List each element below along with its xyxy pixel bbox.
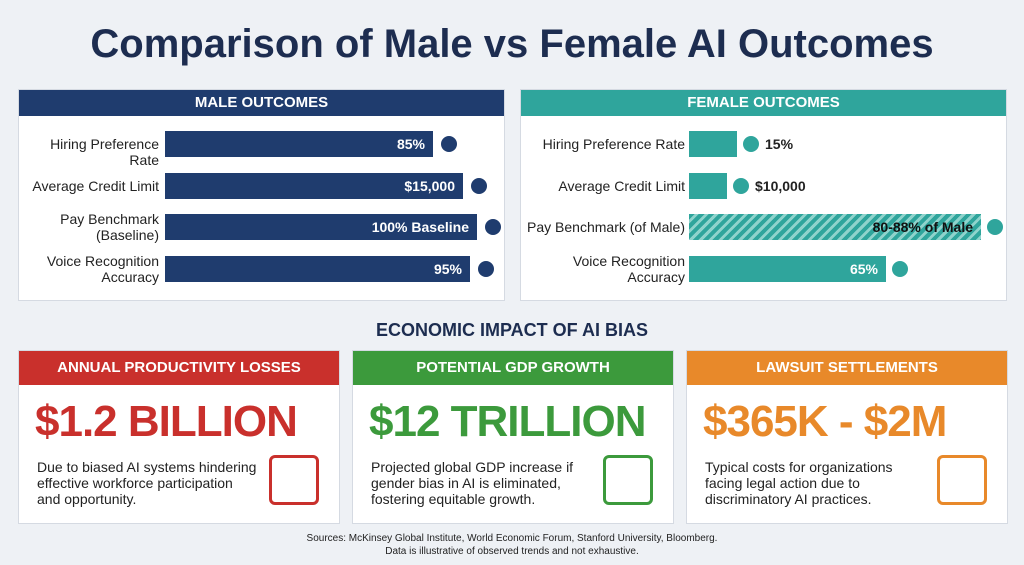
- card-description: Typical costs for organizations facing l…: [705, 459, 893, 507]
- row-label: Average Credit Limit: [558, 178, 685, 194]
- card-heading: LAWSUIT SETTLEMENTS: [687, 351, 1007, 385]
- female-panel: FEMALE OUTCOMES Hiring Preference Rate 15%…: [520, 89, 1007, 301]
- bar: 85%: [165, 131, 433, 157]
- icon: [987, 219, 1003, 235]
- icon: [892, 261, 908, 277]
- male-panel: MALE OUTCOMES Hiring Preference Rate 85% Av…: [18, 89, 505, 301]
- row-label: Average Credit Limit: [32, 178, 159, 194]
- icon: [478, 261, 494, 277]
- card-figure: $12 TRILLION: [369, 397, 646, 446]
- impact-heading: ECONOMIC IMPACT OF AI BIAS: [376, 320, 648, 340]
- card-description: Due to biased AI systems hindering effec…: [37, 459, 257, 507]
- bar: $15,000: [165, 173, 463, 199]
- card-icon: [937, 455, 987, 505]
- row-label: Pay Benchmark (of Male): [527, 219, 685, 235]
- bar: 65%: [689, 256, 886, 282]
- impact-card: POTENTIAL GDP GROWTH $12 TRILLION Projecte…: [352, 350, 674, 524]
- value-label: $10,000: [755, 178, 806, 194]
- card-icon: [603, 455, 653, 505]
- card-heading: POTENTIAL GDP GROWTH: [353, 351, 673, 385]
- title: Comparison of Male vs Female AI Outcomes: [90, 22, 934, 66]
- bar: 95%: [165, 256, 470, 282]
- panel-heading: MALE OUTCOMES: [19, 90, 504, 116]
- icon: [743, 136, 759, 152]
- icon: [485, 219, 501, 235]
- source-line: Data is illustrative of observed trends …: [385, 546, 639, 557]
- card-figure: $365K - $2M: [703, 397, 947, 446]
- card-icon: [269, 455, 319, 505]
- impact-card: LAWSUIT SETTLEMENTS $365K - $2M Typical co…: [686, 350, 1008, 524]
- bar: 100% Baseline: [165, 214, 477, 240]
- row-label: Hiring Preference Rate: [50, 136, 159, 168]
- panel-heading: FEMALE OUTCOMES: [521, 90, 1006, 116]
- bar: [689, 131, 737, 157]
- icon: [471, 178, 487, 194]
- bar: 80-88% of Male: [689, 214, 981, 240]
- card-heading: ANNUAL PRODUCTIVITY LOSSES: [19, 351, 339, 385]
- card-figure: $1.2 BILLION: [35, 397, 298, 446]
- icon: [733, 178, 749, 194]
- row-label: Voice Recognition Accuracy: [46, 253, 159, 285]
- impact-card: ANNUAL PRODUCTIVITY LOSSES $1.2 BILLION Du…: [18, 350, 340, 524]
- source-line: Sources: McKinsey Global Institute, Worl…: [306, 533, 718, 544]
- value-label: 15%: [765, 136, 794, 152]
- row-label: Hiring Preference Rate: [542, 136, 685, 152]
- row-label: Voice Recognition Accuracy: [572, 253, 685, 285]
- bar: [689, 173, 727, 199]
- icon: [441, 136, 457, 152]
- card-description: Projected global GDP increase if gender …: [371, 459, 574, 507]
- row-label: Pay Benchmark (Baseline): [60, 211, 159, 243]
